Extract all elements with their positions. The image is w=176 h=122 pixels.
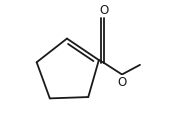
Text: O: O <box>117 76 127 89</box>
Text: O: O <box>99 4 109 17</box>
